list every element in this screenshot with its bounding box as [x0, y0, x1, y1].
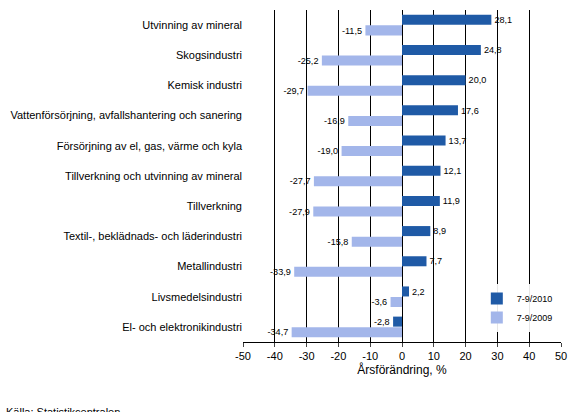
svg-text:-20: -20 — [330, 350, 346, 362]
svg-text:7,7: 7,7 — [429, 256, 442, 266]
svg-text:-10: -10 — [362, 350, 378, 362]
svg-text:24,8: 24,8 — [484, 45, 502, 55]
svg-text:Metallindustri: Metallindustri — [177, 260, 242, 272]
svg-text:-27,7: -27,7 — [290, 176, 311, 186]
svg-text:-50: -50 — [235, 350, 251, 362]
svg-text:Kemisk industri: Kemisk industri — [167, 79, 242, 91]
svg-text:Vattenförsörjning, avfallshant: Vattenförsörjning, avfallshantering och … — [10, 109, 242, 121]
svg-text:-30: -30 — [299, 350, 315, 362]
svg-text:Tillverkning och utvinning av: Tillverkning och utvinning av mineral — [65, 170, 242, 182]
svg-text:13,7: 13,7 — [449, 136, 467, 146]
svg-text:8,9: 8,9 — [433, 226, 446, 236]
svg-text:2,2: 2,2 — [412, 287, 425, 297]
svg-text:50: 50 — [555, 350, 567, 362]
svg-text:28,1: 28,1 — [494, 15, 512, 25]
svg-text:Textil-, beklädnads- och läder: Textil-, beklädnads- och läderindustri — [63, 230, 242, 242]
svg-text:El- och elektronikindustri: El- och elektronikindustri — [122, 321, 242, 333]
svg-text:7-9/2010: 7-9/2010 — [517, 294, 553, 304]
svg-text:-34,7: -34,7 — [267, 327, 288, 337]
svg-text:-2,8: -2,8 — [374, 317, 390, 327]
svg-text:Årsförändring, %: Årsförändring, % — [357, 362, 447, 377]
svg-text:Livsmedelsindustri: Livsmedelsindustri — [152, 291, 242, 303]
svg-text:Försörjning av el, gas, värme: Försörjning av el, gas, värme och kyla — [57, 140, 243, 152]
svg-text:Utvinning av mineral: Utvinning av mineral — [142, 19, 242, 31]
svg-text:Skogsindustri: Skogsindustri — [176, 49, 242, 61]
svg-text:12,1: 12,1 — [443, 166, 461, 176]
svg-text:11,9: 11,9 — [443, 196, 460, 206]
svg-text:17,6: 17,6 — [461, 106, 479, 116]
svg-text:20,0: 20,0 — [469, 75, 487, 85]
svg-text:0: 0 — [399, 350, 405, 362]
svg-text:-33,9: -33,9 — [270, 267, 291, 277]
svg-text:-27,9: -27,9 — [289, 207, 310, 217]
svg-text:10: 10 — [428, 350, 440, 362]
svg-text:30: 30 — [491, 350, 503, 362]
svg-text:Källa: Statistikcentralen: Källa: Statistikcentralen — [6, 406, 120, 412]
svg-text:40: 40 — [523, 350, 535, 362]
svg-text:-29,7: -29,7 — [283, 86, 304, 96]
svg-text:-40: -40 — [267, 350, 283, 362]
svg-text:-11,5: -11,5 — [342, 26, 362, 36]
svg-text:-16,9: -16,9 — [324, 116, 345, 126]
svg-text:-19,0: -19,0 — [317, 146, 338, 156]
svg-text:Tillverkning: Tillverkning — [187, 200, 242, 212]
svg-text:-25,2: -25,2 — [298, 56, 319, 66]
svg-text:7-9/2009: 7-9/2009 — [517, 313, 553, 323]
svg-text:-3,6: -3,6 — [371, 297, 387, 307]
svg-text:-15,8: -15,8 — [328, 237, 349, 247]
svg-text:20: 20 — [459, 350, 471, 362]
